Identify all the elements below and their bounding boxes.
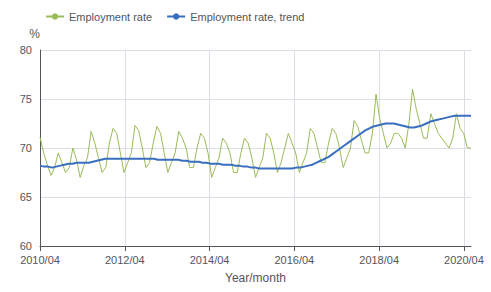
svg-text:2014/04: 2014/04 xyxy=(190,254,230,266)
svg-text:60: 60 xyxy=(20,240,32,252)
svg-text:70: 70 xyxy=(20,142,32,154)
svg-text:2020/04: 2020/04 xyxy=(444,254,484,266)
svg-text:%: % xyxy=(29,27,40,41)
svg-text:2018/04: 2018/04 xyxy=(359,254,399,266)
svg-text:2012/04: 2012/04 xyxy=(105,254,145,266)
svg-text:65: 65 xyxy=(20,191,32,203)
svg-text:Year/month: Year/month xyxy=(225,271,286,285)
svg-text:2016/04: 2016/04 xyxy=(274,254,314,266)
svg-text:2010/04: 2010/04 xyxy=(20,254,60,266)
svg-text:75: 75 xyxy=(20,93,32,105)
svg-text:80: 80 xyxy=(20,44,32,56)
svg-text:Employment rate: Employment rate xyxy=(69,11,152,23)
svg-text:Employment rate, trend: Employment rate, trend xyxy=(190,11,304,23)
